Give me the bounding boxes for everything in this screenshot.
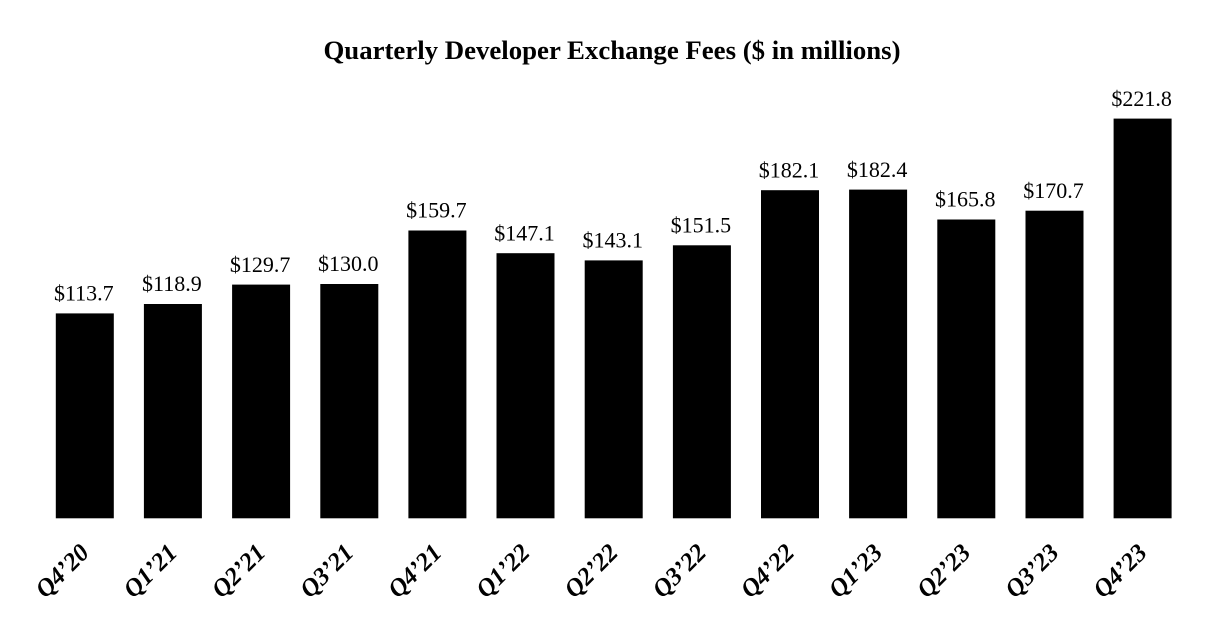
svg-text:$118.9: $118.9 [142,271,202,296]
svg-text:$129.7: $129.7 [230,252,291,277]
svg-text:$151.5: $151.5 [671,213,732,238]
svg-text:$130.0: $130.0 [318,251,379,276]
svg-text:$182.4: $182.4 [847,157,908,182]
svg-text:$159.7: $159.7 [406,198,467,223]
svg-text:$170.7: $170.7 [1023,178,1084,203]
svg-text:$143.1: $143.1 [582,228,643,253]
svg-text:$147.1: $147.1 [494,220,555,245]
svg-text:$113.7: $113.7 [54,281,114,306]
svg-text:$221.8: $221.8 [1111,86,1172,111]
svg-text:Quarterly Developer Exchange F: Quarterly Developer Exchange Fees ($ in … [323,35,900,65]
svg-text:$182.1: $182.1 [759,157,820,182]
svg-text:$165.8: $165.8 [935,187,996,212]
